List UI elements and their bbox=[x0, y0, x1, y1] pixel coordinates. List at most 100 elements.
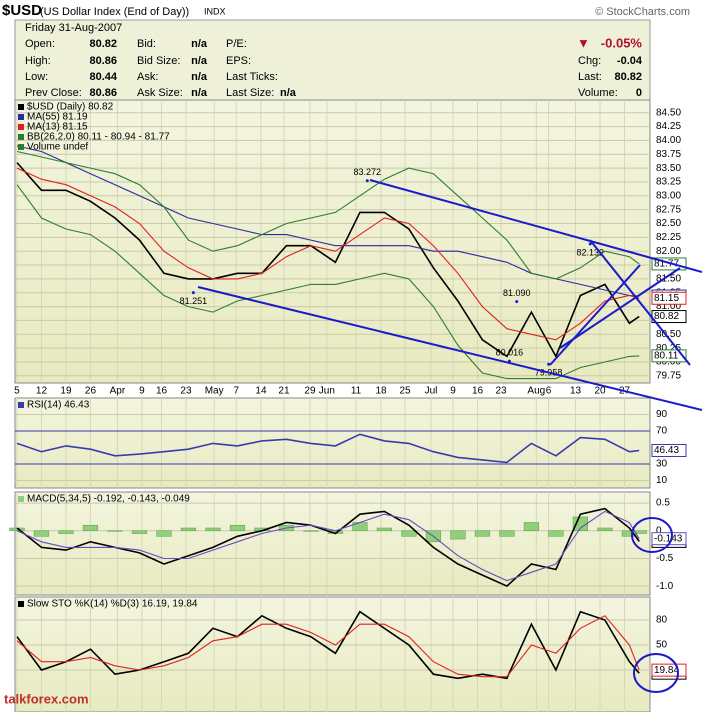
y-tick-label: 84.50 bbox=[656, 107, 681, 118]
y-tick-label: -1.0 bbox=[656, 581, 674, 592]
x-tick-label: 29 bbox=[304, 386, 316, 397]
legend-swatch bbox=[18, 601, 24, 607]
x-tick-label: May bbox=[205, 386, 224, 397]
histogram-bar bbox=[82, 524, 99, 532]
y-tick-label: 82.50 bbox=[656, 218, 681, 229]
trend-line bbox=[197, 286, 702, 411]
legend-entry: Slow STO %K(14) %D(3) 16.19, 19.84 bbox=[27, 599, 198, 610]
trend-line bbox=[549, 264, 641, 366]
quote-label: P/E: bbox=[226, 38, 247, 50]
legend-swatch bbox=[18, 144, 24, 150]
histogram-bar bbox=[450, 530, 466, 540]
legend-entry: MA(13) 81.15 bbox=[27, 122, 88, 133]
x-tick-label: 20 bbox=[594, 386, 606, 397]
annotation-point bbox=[365, 179, 369, 183]
x-tick-label: 7 bbox=[233, 386, 239, 397]
series-line bbox=[16, 507, 640, 588]
y-tick-label: 0 bbox=[656, 525, 662, 536]
last-value-label: 81.15 bbox=[654, 293, 679, 304]
last-value-label: 46.43 bbox=[654, 445, 679, 456]
y-tick-label: 82.00 bbox=[656, 246, 681, 257]
last-value-tag bbox=[651, 291, 687, 305]
name: (US Dollar Index (End of Day)) bbox=[40, 6, 189, 18]
legend-entry: RSI(14) 46.43 bbox=[27, 400, 90, 411]
circle bbox=[631, 517, 673, 553]
histogram-bar bbox=[548, 530, 564, 537]
trend-line bbox=[369, 179, 702, 273]
legend-swatch bbox=[18, 114, 24, 120]
change: -0.05% bbox=[601, 35, 643, 50]
exchange: INDX bbox=[204, 6, 226, 16]
x-tick-label: 5 bbox=[14, 386, 20, 397]
x-tick-label: 23 bbox=[180, 386, 192, 397]
annotation-point bbox=[191, 291, 195, 295]
x-tick-label: Jun bbox=[319, 386, 335, 397]
quote-label: Bid: bbox=[137, 38, 156, 50]
legend-entry: $USD (Daily) 80.82 bbox=[27, 102, 114, 113]
annotation-label: 83.272 bbox=[354, 167, 382, 177]
annotation-label: 80.016 bbox=[496, 347, 524, 357]
x-tick-label: 9 bbox=[450, 386, 456, 397]
quote-label: Ask: bbox=[137, 71, 158, 83]
x-tick-label: 9 bbox=[139, 386, 145, 397]
last-value-label: 19.84 bbox=[654, 665, 679, 676]
legend-swatch bbox=[18, 124, 24, 130]
y-tick-label: -0.5 bbox=[656, 553, 674, 564]
x-tick-label: 18 bbox=[375, 386, 387, 397]
histogram-bar bbox=[597, 527, 613, 532]
x-tick-label: 19 bbox=[60, 386, 72, 397]
last-value-label: 80.11 bbox=[654, 351, 679, 362]
y-tick-label: 50 bbox=[656, 640, 668, 651]
annotation-point bbox=[588, 242, 592, 246]
legend-entry: MACD(5,34,5) -0.192, -0.143, -0.049 bbox=[27, 494, 190, 505]
y-tick-label: 70 bbox=[656, 426, 668, 437]
last-value-label: 80.82 bbox=[654, 311, 679, 322]
histogram-bar bbox=[107, 530, 123, 532]
watermark: talkforex.com bbox=[4, 691, 89, 706]
quote-value: 80.86 bbox=[89, 87, 117, 99]
trend-line bbox=[559, 267, 681, 349]
quote-label: Last Ticks: bbox=[226, 71, 278, 83]
circle bbox=[633, 653, 679, 693]
x-tick-label: 25 bbox=[399, 386, 411, 397]
y-tick-label: 82.25 bbox=[656, 232, 681, 243]
header: $USD (US Dollar Index (End of Day)) INDX… bbox=[2, 2, 690, 101]
quote-label: Volume: bbox=[578, 87, 618, 99]
histogram-bar bbox=[58, 530, 74, 534]
y-tick-label: 81.00 bbox=[656, 301, 681, 312]
histogram-bar bbox=[33, 530, 50, 537]
quote-value: n/a bbox=[191, 87, 208, 99]
y-tick-label: 90 bbox=[656, 409, 668, 420]
legend-swatch bbox=[18, 104, 24, 110]
quote-value: 80.86 bbox=[89, 55, 117, 67]
x-tick-label: 16 bbox=[472, 386, 484, 397]
y-tick-label: 10 bbox=[656, 475, 668, 486]
quote-value: 0 bbox=[636, 87, 642, 99]
legend-entry: MA(55) 81.19 bbox=[27, 112, 88, 123]
series-line bbox=[16, 610, 640, 680]
y-tick-label: 83.00 bbox=[656, 190, 681, 201]
quote-label: Last Size: bbox=[226, 87, 274, 99]
y-tick-label: 84.25 bbox=[656, 121, 681, 132]
panel-background bbox=[14, 491, 651, 596]
y-tick-label: 83.50 bbox=[656, 163, 681, 174]
quote-label: Bid Size: bbox=[137, 55, 180, 67]
y-tick-label: 82.75 bbox=[656, 204, 681, 215]
y-tick-label: 0.5 bbox=[656, 498, 670, 509]
quote-value: 80.82 bbox=[614, 71, 642, 83]
panel-background bbox=[14, 397, 651, 489]
histogram-bar bbox=[205, 527, 221, 532]
y-tick-label: 80 bbox=[656, 615, 668, 626]
y-tick-label: 83.25 bbox=[656, 177, 681, 188]
x-tick-label: 23 bbox=[495, 386, 507, 397]
series-line bbox=[16, 150, 640, 280]
x-tick-label: 13 bbox=[570, 386, 582, 397]
histogram-bar bbox=[156, 530, 172, 537]
series-line bbox=[16, 615, 640, 678]
series-line bbox=[16, 167, 640, 341]
legend-swatch bbox=[18, 402, 24, 408]
annotation-label: 81.090 bbox=[503, 288, 531, 298]
x-tick-label: Jul bbox=[425, 386, 438, 397]
quote-label: EPS: bbox=[226, 55, 251, 67]
